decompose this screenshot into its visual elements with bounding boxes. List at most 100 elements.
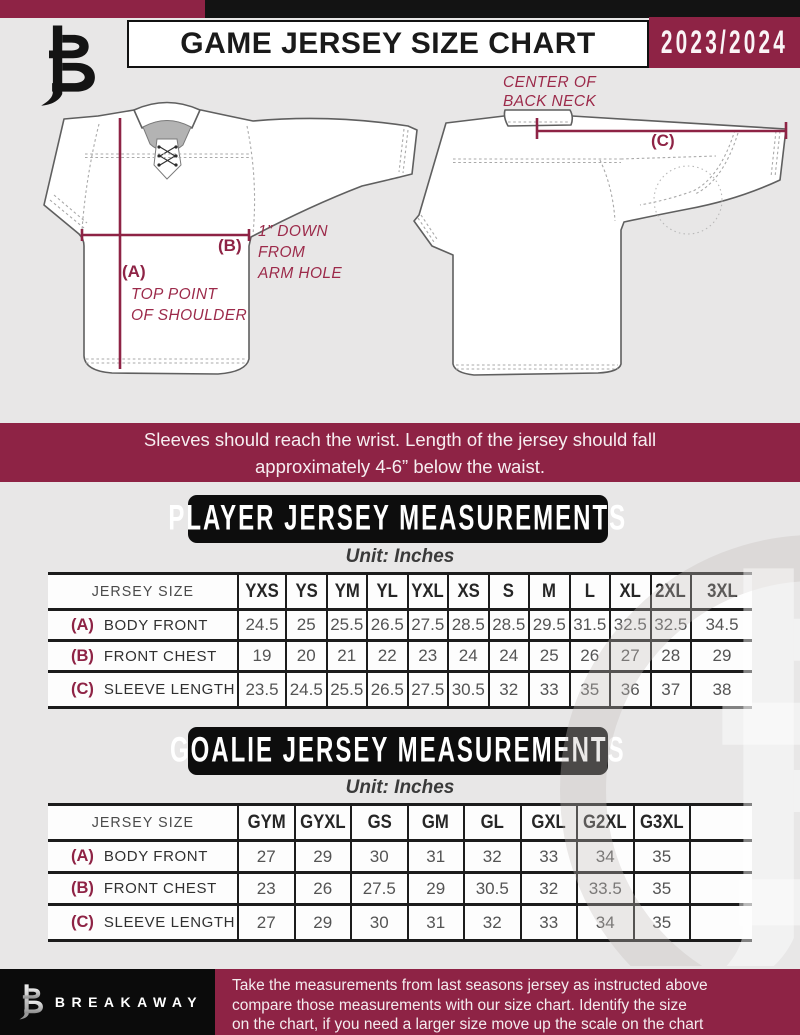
- measurement-value: 27: [609, 642, 650, 673]
- top-strip-maroon: [0, 0, 205, 18]
- back-jersey-outline: [413, 109, 787, 376]
- measurement-value: 27.5: [406, 611, 447, 642]
- footer-instructions: Take the measurements from last seasons …: [215, 969, 800, 1035]
- size-column-header: G3XL: [632, 806, 689, 842]
- size-column-header: S: [487, 575, 528, 611]
- measurement-value: 26.5: [366, 673, 407, 706]
- jersey-diagrams: [43, 101, 788, 376]
- size-column-header: 2XL: [649, 575, 690, 611]
- size-column-header: XL: [609, 575, 650, 611]
- measurement-value: 38: [690, 673, 752, 706]
- measurement-value: 25.5: [325, 673, 366, 706]
- footer-brand-block: BREAKAWAY: [0, 969, 215, 1035]
- fit-line-1: Sleeves should reach the wrist. Length o…: [143, 428, 657, 450]
- back-elbow-dotted-circle: [653, 165, 723, 235]
- measurement-value: 31.5: [568, 611, 609, 642]
- measurement-value: 22: [366, 642, 407, 673]
- front-seam-stitching: [49, 123, 409, 364]
- size-column-header: YM: [325, 575, 366, 611]
- blank-cell: [689, 906, 752, 939]
- measurement-value: 24: [487, 642, 528, 673]
- size-column-header: GXL: [519, 806, 576, 842]
- size-column-header: YXS: [237, 575, 285, 611]
- page-title-box: GAME JERSEY SIZE CHART: [127, 20, 649, 68]
- measurement-value: 29: [293, 842, 350, 874]
- measurement-value: 37: [649, 673, 690, 706]
- measurement-value: 32: [463, 842, 520, 874]
- front-jersey-outline: [43, 101, 418, 375]
- size-column-header: G2XL: [576, 806, 633, 842]
- measurement-value: 31: [406, 842, 463, 874]
- measurement-value: 34: [576, 906, 633, 939]
- row-label: (A) BODY FRONT: [48, 611, 237, 642]
- size-column-header: XS: [447, 575, 488, 611]
- note-top-point-of-shoulder: TOP POINT OF SHOULDER: [131, 286, 248, 324]
- measurement-value: 35: [632, 842, 689, 874]
- measurement-value: 30.5: [463, 874, 520, 906]
- measurement-value: 30.5: [447, 673, 488, 706]
- brand-name: BREAKAWAY: [54, 994, 204, 1010]
- back-seam-stitching: [417, 121, 781, 370]
- column-header-jersey-size: JERSEY SIZE: [48, 575, 237, 611]
- measurement-value: 24.5: [285, 673, 326, 706]
- size-column-header: GS: [350, 806, 407, 842]
- measurement-value: 34: [576, 842, 633, 874]
- footer-line-2: compare those measurements with our size…: [232, 996, 687, 1014]
- measurement-value: 33: [519, 906, 576, 939]
- measurement-value: 26: [568, 642, 609, 673]
- measurement-value: 32: [519, 874, 576, 906]
- size-column-header: YS: [285, 575, 326, 611]
- measure-label-b: (B): [218, 236, 242, 255]
- measurement-value: 25: [528, 642, 569, 673]
- size-column-header: 3XL: [690, 575, 752, 611]
- column-header-jersey-size: JERSEY SIZE: [48, 806, 237, 842]
- measurement-value: 26: [293, 874, 350, 906]
- measurement-value: 27: [237, 906, 294, 939]
- measurement-value: 19: [237, 642, 285, 673]
- footer-line-1: Take the measurements from last seasons …: [232, 977, 708, 994]
- measurement-lines: [80, 118, 788, 369]
- size-column-header: YXL: [406, 575, 447, 611]
- page-title: GAME JERSEY SIZE CHART: [180, 27, 596, 60]
- season-badge: 2023/2024: [649, 17, 800, 68]
- goalie-unit-label: Unit: Inches: [345, 777, 455, 798]
- measurement-value: 29: [690, 642, 752, 673]
- measurement-value: 27.5: [350, 874, 407, 906]
- measurement-value: 35: [568, 673, 609, 706]
- goalie-section-heading: GOALIE JERSEY MEASUREMENTS: [170, 727, 624, 775]
- top-strip-black: [205, 0, 800, 18]
- player-unit-label: Unit: Inches: [345, 546, 455, 567]
- size-column-header: M: [528, 575, 569, 611]
- measurement-value: 26.5: [366, 611, 407, 642]
- player-section-heading: PLAYER JERSEY MEASUREMENTS: [169, 495, 625, 543]
- size-column-header: GM: [406, 806, 463, 842]
- measure-label-a: (A): [122, 262, 146, 281]
- player-measurements-table: JERSEY SIZE YXS YS YM YL YXL XS S M L XL 2XL 3XL (A) B…: [48, 572, 752, 709]
- measurement-value: 33: [528, 673, 569, 706]
- row-label: (C) SLEEVE LENGTH: [48, 673, 237, 706]
- season-label: 2023/2024: [660, 23, 789, 61]
- measure-label-c: (C): [651, 131, 675, 150]
- size-column-header: YL: [366, 575, 407, 611]
- measurement-value: 28.5: [447, 611, 488, 642]
- measurement-value: 28.5: [487, 611, 528, 642]
- measurement-value: 23: [237, 874, 294, 906]
- size-column-header: GL: [463, 806, 520, 842]
- measurement-value: 23: [406, 642, 447, 673]
- size-column-header: GYM: [237, 806, 294, 842]
- measurement-value: 29: [293, 906, 350, 939]
- breakaway-logo-icon: [41, 25, 95, 106]
- measurement-value: 31: [406, 906, 463, 939]
- measurement-value: 30: [350, 842, 407, 874]
- footer-line-3: on the chart, if you need a larger size …: [232, 1016, 704, 1033]
- measurement-value: 24.5: [237, 611, 285, 642]
- measurement-value: 29.5: [528, 611, 569, 642]
- measurement-value: 28: [649, 642, 690, 673]
- measurement-value: 33.5: [576, 874, 633, 906]
- blank-header-cell: [689, 806, 752, 842]
- measurement-value: 30: [350, 906, 407, 939]
- size-column-header: L: [568, 575, 609, 611]
- blank-cell: [689, 874, 752, 906]
- fit-instructions-banner: Sleeves should reach the wrist. Length o…: [0, 423, 800, 482]
